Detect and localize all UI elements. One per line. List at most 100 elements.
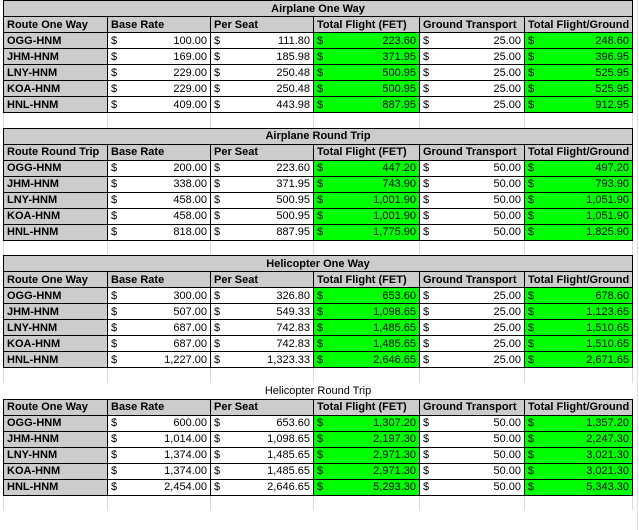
total-highlight-cell[interactable]: $1,825.90 bbox=[524, 223, 633, 241]
amount-cell[interactable]: $500.95 bbox=[210, 191, 314, 209]
empty-cell[interactable] bbox=[107, 239, 211, 255]
amount-cell[interactable]: $50.00 bbox=[419, 430, 525, 448]
amount-cell[interactable]: $25.00 bbox=[419, 32, 525, 49]
amount-cell[interactable]: $300.00 bbox=[107, 287, 211, 304]
total-highlight-cell[interactable]: $793.90 bbox=[524, 175, 633, 193]
column-header[interactable]: Ground Transport bbox=[419, 398, 525, 416]
total-highlight-cell[interactable]: $1,510.65 bbox=[523, 319, 634, 336]
column-header[interactable]: Route One Way bbox=[3, 271, 108, 288]
amount-cell[interactable]: $250.48 bbox=[210, 64, 314, 81]
route-cell[interactable]: JHM-HNM bbox=[3, 175, 108, 193]
amount-cell[interactable]: $887.95 bbox=[210, 223, 314, 241]
route-cell[interactable]: LNY-HNM bbox=[3, 319, 108, 336]
amount-cell[interactable]: $25.00 bbox=[419, 48, 525, 65]
amount-cell[interactable]: $1,485.65 bbox=[210, 462, 314, 480]
empty-cell[interactable] bbox=[523, 494, 634, 510]
amount-cell[interactable]: $50.00 bbox=[419, 175, 525, 193]
empty-cell[interactable] bbox=[3, 112, 108, 128]
amount-cell[interactable]: $500.95 bbox=[210, 207, 314, 225]
amount-cell[interactable]: $687.00 bbox=[107, 319, 211, 336]
route-cell[interactable]: JHM-HNM bbox=[3, 430, 108, 448]
empty-cell[interactable] bbox=[3, 494, 108, 510]
empty-cell[interactable] bbox=[107, 367, 211, 383]
empty-cell[interactable] bbox=[419, 239, 525, 255]
empty-cell[interactable] bbox=[523, 112, 634, 128]
empty-cell[interactable] bbox=[210, 367, 314, 383]
total-highlight-cell[interactable]: $525.95 bbox=[523, 64, 634, 81]
route-cell[interactable]: HNL-HNM bbox=[3, 478, 108, 496]
amount-cell[interactable]: $1,374.00 bbox=[107, 462, 211, 480]
total-highlight-cell[interactable]: $5,343.30 bbox=[523, 478, 634, 496]
table-title[interactable]: Airplane One Way bbox=[2, 0, 634, 17]
route-cell[interactable]: JHM-HNM bbox=[3, 48, 108, 65]
route-cell[interactable]: KOA-HNM bbox=[3, 462, 108, 480]
amount-cell[interactable]: $1,098.65 bbox=[210, 430, 314, 448]
amount-cell[interactable]: $818.00 bbox=[107, 223, 211, 241]
amount-cell[interactable]: $742.83 bbox=[210, 319, 314, 336]
column-header[interactable]: Total Flight (FET) bbox=[313, 143, 420, 161]
total-highlight-cell[interactable]: $2,971.30 bbox=[313, 462, 420, 480]
empty-cell[interactable] bbox=[419, 112, 525, 128]
amount-cell[interactable]: $200.00 bbox=[107, 159, 211, 177]
column-header[interactable]: Route One Way bbox=[3, 16, 108, 33]
empty-cell[interactable] bbox=[210, 239, 314, 255]
amount-cell[interactable]: $409.00 bbox=[107, 96, 211, 113]
total-highlight-cell[interactable]: $2,971.30 bbox=[313, 446, 420, 464]
route-cell[interactable]: KOA-HNM bbox=[3, 80, 108, 97]
column-header[interactable]: Total Flight (FET) bbox=[313, 16, 420, 33]
empty-cell[interactable] bbox=[210, 112, 314, 128]
amount-cell[interactable]: $443.98 bbox=[210, 96, 314, 113]
empty-cell[interactable] bbox=[313, 112, 420, 128]
amount-cell[interactable]: $507.00 bbox=[107, 303, 211, 320]
route-cell[interactable]: JHM-HNM bbox=[3, 303, 108, 320]
amount-cell[interactable]: $458.00 bbox=[107, 191, 211, 209]
total-highlight-cell[interactable]: $5,293.30 bbox=[313, 478, 420, 496]
amount-cell[interactable]: $50.00 bbox=[419, 462, 525, 480]
route-cell[interactable]: KOA-HNM bbox=[3, 335, 108, 352]
route-cell[interactable]: KOA-HNM bbox=[3, 207, 108, 225]
empty-cell[interactable] bbox=[3, 239, 108, 255]
amount-cell[interactable]: $50.00 bbox=[419, 207, 525, 225]
total-highlight-cell[interactable]: $2,671.65 bbox=[523, 351, 634, 368]
total-highlight-cell[interactable]: $525.95 bbox=[523, 80, 634, 97]
route-cell[interactable]: HNL-HNM bbox=[3, 223, 108, 241]
amount-cell[interactable]: $687.00 bbox=[107, 335, 211, 352]
empty-cell[interactable] bbox=[107, 494, 211, 510]
empty-cell[interactable] bbox=[523, 367, 634, 383]
amount-cell[interactable]: $25.00 bbox=[419, 64, 525, 81]
total-highlight-cell[interactable]: $1,001.90 bbox=[313, 191, 420, 209]
amount-cell[interactable]: $50.00 bbox=[419, 414, 525, 432]
route-cell[interactable]: LNY-HNM bbox=[3, 64, 108, 81]
column-header[interactable]: Route Round Trip bbox=[3, 143, 108, 161]
route-cell[interactable]: LNY-HNM bbox=[3, 446, 108, 464]
amount-cell[interactable]: $185.98 bbox=[210, 48, 314, 65]
total-highlight-cell[interactable]: $223.60 bbox=[313, 32, 420, 49]
total-highlight-cell[interactable]: $497.20 bbox=[524, 159, 633, 177]
empty-cell[interactable] bbox=[313, 239, 420, 255]
column-header[interactable]: Base Rate bbox=[107, 16, 211, 33]
amount-cell[interactable]: $25.00 bbox=[419, 335, 525, 352]
column-header[interactable]: Route One Way bbox=[3, 398, 108, 416]
amount-cell[interactable]: $100.00 bbox=[107, 32, 211, 49]
empty-cell[interactable] bbox=[419, 494, 525, 510]
amount-cell[interactable]: $1,323.33 bbox=[210, 351, 314, 368]
route-cell[interactable]: HNL-HNM bbox=[3, 351, 108, 368]
table-title[interactable]: Helicopter Round Trip bbox=[2, 382, 634, 400]
amount-cell[interactable]: $2,646.65 bbox=[210, 478, 314, 496]
total-highlight-cell[interactable]: $1,775.90 bbox=[313, 223, 420, 241]
amount-cell[interactable]: $111.80 bbox=[210, 32, 314, 49]
total-highlight-cell[interactable]: $1,001.90 bbox=[313, 207, 420, 225]
empty-cell[interactable] bbox=[524, 239, 633, 255]
column-header[interactable]: Per Seat bbox=[210, 143, 314, 161]
empty-cell[interactable] bbox=[313, 367, 420, 383]
route-cell[interactable]: OGG-HNM bbox=[3, 414, 108, 432]
empty-cell[interactable] bbox=[419, 367, 525, 383]
column-header[interactable]: Total Flight (FET) bbox=[313, 271, 420, 288]
amount-cell[interactable]: $25.00 bbox=[419, 287, 525, 304]
amount-cell[interactable]: $653.60 bbox=[210, 414, 314, 432]
total-highlight-cell[interactable]: $1,510.65 bbox=[523, 335, 634, 352]
column-header[interactable]: Total Flight/Ground bbox=[524, 143, 633, 161]
amount-cell[interactable]: $223.60 bbox=[210, 159, 314, 177]
column-header[interactable]: Total Flight/Ground bbox=[523, 271, 634, 288]
amount-cell[interactable]: $50.00 bbox=[419, 191, 525, 209]
